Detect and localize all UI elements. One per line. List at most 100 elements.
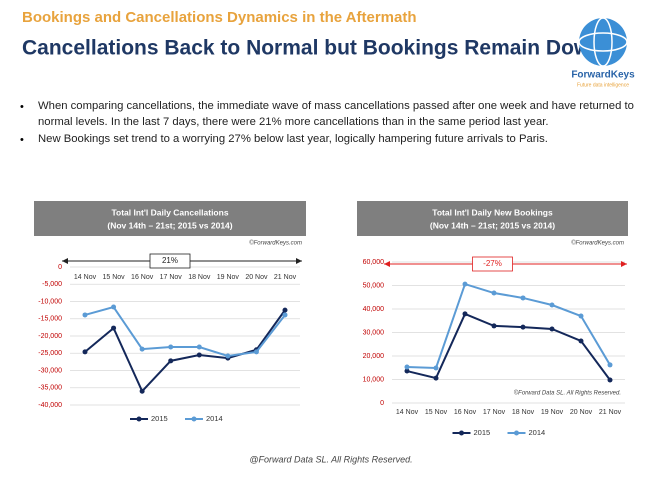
source: ©ForwardKeys.com [571,240,624,247]
point [111,325,117,331]
y-tick-label: -40,000 [38,402,62,409]
x-tick-label: 15 Nov [425,409,448,416]
bullet-box: When comparing cancellations, the immedi… [38,100,634,128]
y-tick-label: 10,000 [363,376,385,383]
logo-ring [593,17,613,67]
panel-header [34,201,306,236]
legend-marker [459,430,464,436]
point [462,311,468,317]
point [253,349,259,355]
panel-header [357,201,628,236]
point [225,353,231,359]
point [549,326,555,332]
legend-marker [136,416,142,422]
point [578,313,584,319]
logo: ForwardKeys Future data intelligence [571,17,635,88]
footer: @Forward Data SL. All Rights Reserved. [249,454,412,464]
bullet: When comparing cancellations, the immedi… [38,100,634,128]
x-tick-label: 19 Nov [217,274,240,281]
x-tick-label: 20 Nov [570,409,593,416]
y-tick-label: 0 [380,400,384,407]
y-tick-label: -15,000 [38,316,62,323]
legend-marker [191,416,197,422]
point [282,307,288,313]
annotation-box [149,253,191,269]
x-tick-label: 14 Nov [74,274,97,281]
point [549,302,555,308]
x-tick-label: 21 Nov [599,409,622,416]
x-tick-label: 15 Nov [102,274,125,281]
point [607,377,613,383]
chart-subtitle: (Nov 14th – 21st; 2015 vs 2014) [107,220,232,230]
y-tick-label: 60,000 [363,259,385,266]
x-tick-label: 16 Nov [131,274,154,281]
x-tick-label: 18 Nov [512,409,535,416]
x-tick-label: 14 Nov [396,409,419,416]
x-tick-label: 20 Nov [245,274,268,281]
y-tick-label: -10,000 [38,298,62,305]
slide-title: Cancellations Back to Normal but Booking… [22,37,603,60]
point [491,290,497,296]
legend-label: 2014 [529,428,546,437]
bullet-dot: • [20,134,24,146]
annotation: 21% [162,256,178,265]
point [111,304,117,310]
y-tick-label: -30,000 [38,367,62,374]
point [607,362,613,368]
y-tick-label: -35,000 [38,385,62,392]
kicker: Bookings and Cancellations Dynamics in t… [22,9,417,26]
x-tick-label: 21 Nov [274,274,297,281]
x-tick-label: 17 Nov [483,409,506,416]
series-line [406,282,611,370]
bullet-box: New Bookings set trend to a worrying 27%… [38,133,548,145]
logo-globe [579,18,627,66]
bullet: New Bookings set trend to a worrying 27%… [38,133,548,145]
bullet-dot: • [20,101,24,113]
y-tick-label: -25,000 [38,350,62,357]
point [168,344,174,350]
point [404,364,410,370]
point [404,368,410,374]
legend-label: 2015 [474,428,491,437]
point [82,349,88,355]
x-tick-label: 19 Nov [541,409,564,416]
point [196,344,202,350]
annotation-box [472,256,513,272]
chart-title: Total Int'l Daily Cancellations [111,207,228,217]
point [139,388,145,394]
point [139,346,145,352]
series-line [84,305,286,358]
point [462,281,468,287]
y-tick-label: -20,000 [38,333,62,340]
chart-title: Total Int'l Daily New Bookings [432,207,553,217]
y-tick-label: 50,000 [363,282,385,289]
chart-subtitle: (Nov 14th – 21st; 2015 vs 2014) [430,220,555,230]
note: ©Forward Data SL. All Rights Reserved. [514,390,621,397]
y-tick-label: 0 [58,264,62,271]
y-tick-label: 20,000 [363,353,385,360]
point [433,365,439,371]
point [578,338,584,344]
point [520,295,526,301]
point [433,375,439,381]
logo-tagline: Future data intelligence [577,82,629,88]
point [168,358,174,364]
legend-marker [514,430,519,436]
y-tick-label: 40,000 [363,306,385,313]
x-tick-label: 17 Nov [160,274,183,281]
series-line [406,312,611,381]
source: ©ForwardKeys.com [249,240,302,247]
y-tick-label: 30,000 [363,329,385,336]
point [282,312,288,318]
series-line [84,309,286,393]
point [520,324,526,330]
y-tick-label: -5,000 [42,281,62,288]
x-tick-label: 16 Nov [454,409,477,416]
point [196,352,202,358]
x-tick-label: 18 Nov [188,274,211,281]
annotation: -27% [483,259,502,268]
legend-label: 2014 [206,414,223,423]
point [491,323,497,329]
